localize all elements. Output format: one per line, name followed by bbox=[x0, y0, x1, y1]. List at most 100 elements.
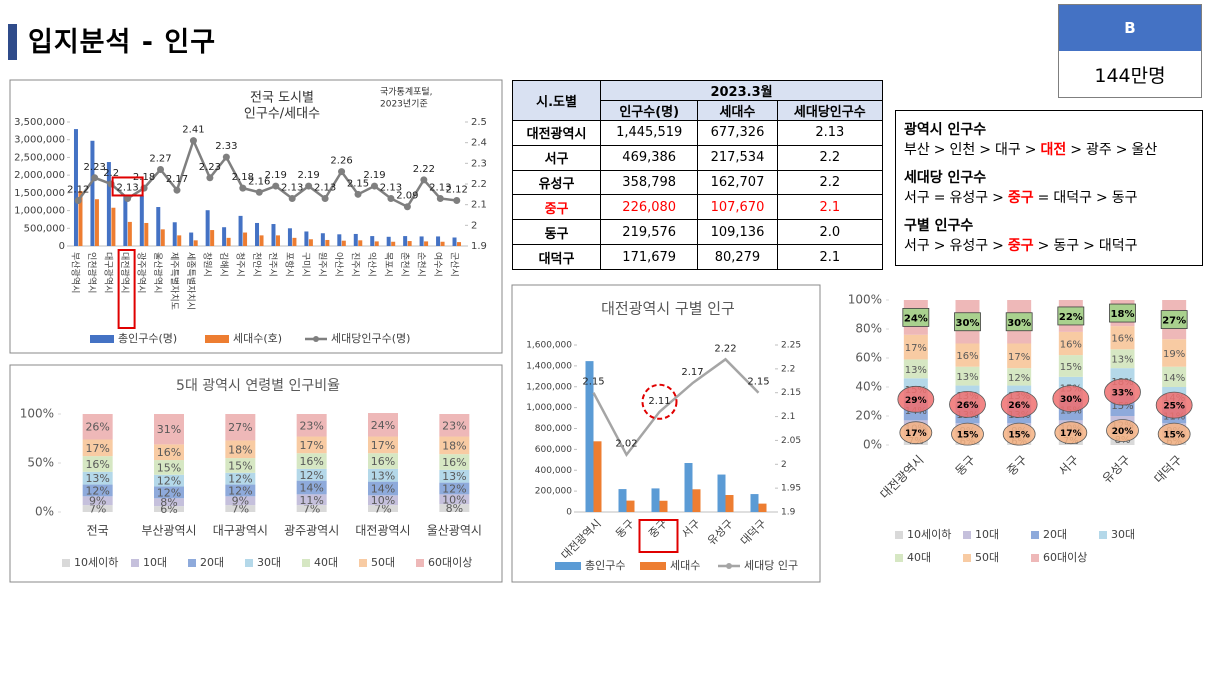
bar-segment bbox=[296, 505, 327, 512]
label-box bbox=[954, 312, 981, 332]
y-tick-label: 500,000 bbox=[24, 223, 65, 234]
bar bbox=[374, 241, 379, 246]
data-label: 17% bbox=[905, 343, 927, 354]
bar-segment bbox=[439, 504, 470, 512]
legend-label: 세대수 bbox=[670, 559, 700, 572]
legend-label: 50대 bbox=[371, 556, 395, 569]
bar bbox=[325, 239, 330, 246]
bar-segment bbox=[225, 484, 256, 497]
notes-box: 광역시 인구수 부산 > 인천 > 대구 > 대전 > 광주 > 울산 세대당 인구수 서구 = 유성구 > 중구… bbox=[895, 110, 1203, 266]
legend-swatch bbox=[963, 554, 971, 562]
legend-label: 40대 bbox=[314, 556, 338, 569]
data-label: 8% bbox=[446, 502, 463, 515]
data-label: 2.15 bbox=[747, 377, 769, 388]
chart-source: 2023년기준 bbox=[380, 99, 428, 110]
bar bbox=[259, 235, 264, 246]
note-heading: 구별 인구수 bbox=[904, 218, 974, 234]
bar-segment bbox=[955, 423, 980, 437]
data-label: 12% bbox=[157, 475, 181, 488]
data-label: 16% bbox=[442, 456, 466, 469]
line-marker bbox=[272, 182, 280, 190]
data-label: 12% bbox=[1008, 373, 1030, 384]
data-label: 18% bbox=[442, 439, 466, 452]
bar bbox=[238, 215, 243, 246]
data-label: 13% bbox=[442, 470, 466, 483]
bar bbox=[94, 199, 99, 246]
table-cell: 2.1 bbox=[776, 244, 884, 270]
line-marker bbox=[140, 184, 148, 192]
data-label: 10% bbox=[371, 494, 395, 507]
y-tick-label: 1,200,000 bbox=[526, 382, 572, 392]
bar bbox=[452, 237, 457, 246]
data-label: 11% bbox=[1163, 411, 1185, 422]
annotation-circle bbox=[897, 385, 935, 413]
data-label: 16% bbox=[299, 455, 323, 468]
bar-segment bbox=[296, 494, 327, 506]
data-label: 14% bbox=[1163, 393, 1185, 404]
bar-segment bbox=[1058, 300, 1083, 332]
data-label: 13% bbox=[1008, 391, 1030, 402]
x-tick-label: 세종특별자치시 bbox=[185, 252, 197, 310]
bar-segment bbox=[225, 505, 256, 512]
y2-tick-label: 2 bbox=[781, 460, 787, 470]
bar bbox=[275, 235, 280, 246]
y-tick-label: 1,500,000 bbox=[14, 188, 65, 199]
legend-swatch bbox=[1031, 531, 1039, 539]
x-tick-label: 부산광역시 bbox=[70, 252, 82, 293]
data-label: 19% bbox=[1163, 349, 1185, 360]
note-token: > bbox=[1096, 190, 1108, 206]
table-cell: 2.2 bbox=[776, 169, 884, 196]
annotation-label: 20% bbox=[1112, 427, 1134, 437]
annotation-circle bbox=[1104, 378, 1141, 406]
legend-swatch bbox=[62, 559, 70, 567]
bar-segment bbox=[82, 484, 113, 497]
bar bbox=[750, 494, 759, 512]
y2-tick-label: 2.3 bbox=[471, 158, 487, 169]
data-label: 30% bbox=[956, 318, 980, 329]
table-cell: 226,080 bbox=[600, 194, 699, 221]
bar-segment bbox=[296, 480, 327, 495]
annotation-label: 17% bbox=[1060, 429, 1082, 439]
x-tick-label: 울산광역시 bbox=[152, 252, 164, 293]
data-label: 2.09 bbox=[396, 191, 418, 202]
data-label: 12% bbox=[228, 473, 252, 486]
bar bbox=[407, 241, 412, 246]
chart-title: 5대 광역시 연령별 인구비율 bbox=[176, 378, 340, 394]
legend-label: 60대이상 bbox=[428, 556, 472, 569]
bar bbox=[440, 241, 445, 246]
bar-segment bbox=[154, 414, 184, 445]
legend-swatch bbox=[188, 559, 196, 567]
bar-segment bbox=[1162, 339, 1187, 367]
bar-segment bbox=[154, 474, 184, 487]
note-token: 인천 bbox=[949, 142, 976, 158]
x-tick-label: 익산시 bbox=[366, 252, 378, 277]
bar-segment bbox=[1007, 300, 1032, 344]
note-token: 광주 bbox=[1086, 142, 1112, 158]
line-marker bbox=[173, 186, 181, 194]
bar bbox=[337, 234, 342, 246]
bar-segment bbox=[1058, 376, 1083, 399]
y-tick-label: 40% bbox=[855, 380, 882, 394]
bar-segment bbox=[368, 436, 398, 454]
line-marker bbox=[420, 176, 428, 184]
summary-box: B 144만명 bbox=[1058, 4, 1202, 98]
y-tick-label: 50% bbox=[27, 456, 54, 470]
x-tick-label: 동구 bbox=[613, 517, 637, 541]
x-tick-label: 목포시 bbox=[382, 252, 393, 277]
bar-segment bbox=[955, 343, 980, 367]
x-tick-label: 전국 bbox=[87, 524, 109, 538]
data-label: 26% bbox=[85, 421, 109, 434]
note-token: > bbox=[933, 142, 946, 158]
data-label: 16% bbox=[1111, 334, 1133, 345]
note-token: 중구 bbox=[1007, 190, 1034, 206]
table-cell: 80,279 bbox=[697, 244, 778, 270]
note-token: > bbox=[1037, 238, 1050, 254]
table-cell: 219,576 bbox=[600, 219, 699, 246]
note-token: = bbox=[1037, 190, 1050, 206]
bar-segment bbox=[439, 454, 470, 470]
bar bbox=[320, 233, 325, 246]
data-label: 9% bbox=[232, 495, 249, 508]
table-cell: 중구 bbox=[511, 194, 602, 221]
table-cell: 109,136 bbox=[697, 219, 778, 246]
bar bbox=[255, 222, 260, 246]
